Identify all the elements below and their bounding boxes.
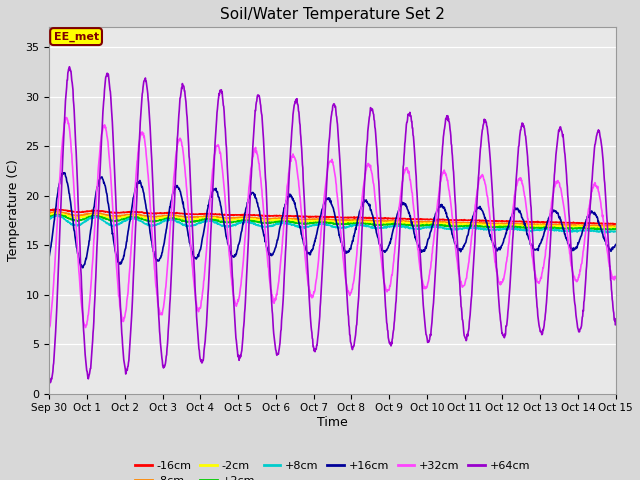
-2cm (421, 221, 429, 227)
+8cm (172, 218, 180, 224)
+64cm (159, 358, 166, 363)
-2cm (45, 212, 53, 218)
+8cm (52, 213, 60, 218)
X-axis label: Time: Time (317, 416, 348, 429)
-8cm (54, 208, 62, 214)
+32cm (236, 294, 243, 300)
+16cm (545, 214, 553, 220)
+2cm (172, 216, 180, 222)
+2cm (236, 218, 243, 224)
-16cm (236, 212, 243, 218)
+2cm (45, 214, 53, 219)
+64cm (236, 355, 243, 360)
-8cm (172, 212, 180, 218)
Legend: -16cm, -8cm, -2cm, +2cm, +8cm, +16cm, +32cm, +64cm: -16cm, -8cm, -2cm, +2cm, +8cm, +16cm, +3… (131, 456, 534, 480)
Line: +32cm: +32cm (49, 118, 616, 328)
-8cm (612, 223, 620, 229)
Line: -2cm: -2cm (49, 213, 616, 228)
Line: +8cm: +8cm (49, 216, 616, 233)
+32cm (612, 276, 620, 281)
+16cm (612, 241, 620, 247)
-2cm (495, 222, 502, 228)
+8cm (602, 230, 610, 236)
+16cm (159, 250, 166, 255)
+8cm (45, 216, 53, 222)
+16cm (45, 253, 53, 259)
+2cm (54, 212, 62, 217)
+64cm (172, 164, 180, 170)
+64cm (65, 64, 73, 70)
-16cm (45, 207, 53, 213)
+16cm (172, 184, 180, 190)
+32cm (495, 279, 502, 285)
+2cm (545, 225, 553, 230)
-8cm (421, 219, 429, 225)
+64cm (495, 303, 503, 309)
+8cm (421, 225, 429, 230)
+8cm (495, 226, 502, 232)
+2cm (495, 224, 502, 230)
+2cm (606, 227, 614, 233)
+16cm (495, 245, 503, 251)
-2cm (612, 225, 620, 230)
Line: +16cm: +16cm (49, 173, 616, 268)
-16cm (421, 216, 429, 222)
+8cm (612, 228, 620, 234)
+32cm (545, 221, 553, 227)
+2cm (612, 226, 620, 232)
-8cm (158, 213, 166, 219)
+32cm (421, 285, 429, 290)
-16cm (49, 206, 57, 212)
+8cm (545, 227, 553, 233)
+64cm (612, 322, 620, 327)
-16cm (158, 211, 166, 216)
-16cm (610, 221, 618, 227)
Line: +2cm: +2cm (49, 215, 616, 230)
+8cm (236, 220, 243, 226)
+8cm (158, 219, 166, 225)
-2cm (545, 223, 553, 229)
Line: -8cm: -8cm (49, 211, 616, 227)
Text: EE_met: EE_met (54, 32, 99, 42)
-8cm (545, 221, 553, 227)
-16cm (612, 221, 620, 227)
-16cm (495, 218, 502, 224)
+16cm (421, 245, 429, 251)
+64cm (45, 375, 53, 381)
-8cm (236, 215, 243, 220)
+32cm (158, 312, 166, 318)
+2cm (158, 217, 166, 223)
-16cm (172, 210, 180, 216)
+16cm (236, 239, 243, 245)
+2cm (421, 223, 429, 228)
Line: +64cm: +64cm (49, 67, 616, 383)
+64cm (421, 324, 429, 330)
-2cm (172, 215, 180, 220)
-2cm (602, 225, 609, 231)
Line: -16cm: -16cm (49, 209, 616, 224)
-8cm (45, 211, 53, 216)
+16cm (61, 170, 68, 176)
Title: Soil/Water Temperature Set 2: Soil/Water Temperature Set 2 (220, 7, 445, 22)
-2cm (55, 210, 63, 216)
-8cm (495, 221, 502, 227)
+32cm (45, 325, 53, 331)
+32cm (62, 115, 70, 120)
-2cm (158, 215, 166, 220)
-2cm (236, 217, 243, 223)
+64cm (545, 257, 553, 263)
+16cm (79, 265, 86, 271)
-8cm (605, 224, 612, 229)
+32cm (172, 154, 180, 160)
-16cm (545, 219, 553, 225)
+64cm (46, 380, 54, 385)
Y-axis label: Temperature (C): Temperature (C) (7, 159, 20, 262)
